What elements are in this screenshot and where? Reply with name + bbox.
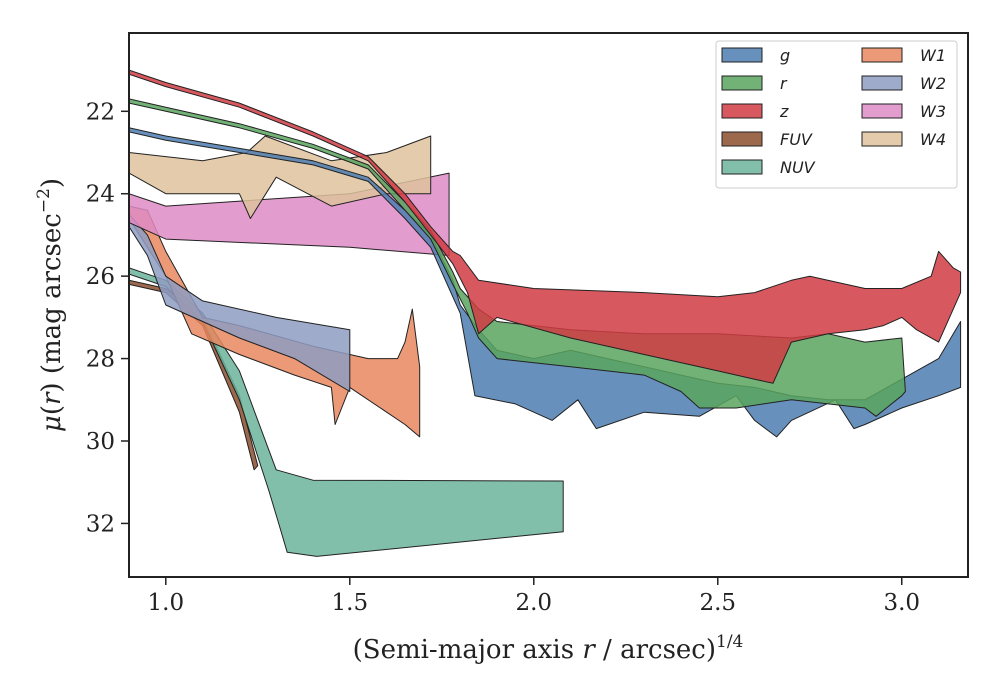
- legend-swatch-w3: [861, 103, 903, 119]
- y-axis-label: μ(r) (mag arcsec−2): [34, 178, 67, 432]
- x-tick-label: 2.5: [699, 590, 736, 616]
- y-tick-label: 26: [86, 264, 115, 290]
- legend-label-z: z: [779, 102, 789, 121]
- legend-label-w2: W2: [920, 74, 946, 93]
- legend-label-w3: W3: [920, 102, 946, 121]
- legend-label-r: r: [780, 74, 788, 93]
- legend-label-fuv: FUV: [780, 130, 813, 149]
- series-band-w2: [129, 213, 351, 392]
- legend-label-w1: W1: [920, 46, 946, 65]
- legend-swatch-fuv: [721, 131, 763, 147]
- x-tick-label: 1.5: [332, 590, 369, 616]
- y-tick-label: 24: [86, 182, 115, 208]
- legend-swatch-w4: [861, 131, 903, 147]
- x-tick-label: 2.0: [515, 590, 552, 616]
- legend-swatch-w1: [861, 47, 903, 63]
- legend-swatch-g: [721, 47, 763, 63]
- legend-label-nuv: NUV: [780, 158, 816, 177]
- series-band-w4: [129, 135, 432, 219]
- x-tick-label: 1.0: [148, 590, 185, 616]
- legend-label-g: g: [780, 46, 790, 65]
- legend-swatch-w2: [861, 75, 903, 91]
- plot-frame: [128, 32, 969, 578]
- legend: grz FUV NUV W1 W2 W3 W4: [715, 40, 958, 189]
- x-axis-label: (Semi-major axis r / arcsec)1/4: [353, 632, 744, 665]
- x-tick-label: 3.0: [883, 590, 920, 616]
- y-tick-label: 30: [86, 429, 115, 455]
- series-band-z: [129, 69, 962, 384]
- y-axis-ticks: 22 24 26 28 30 32: [86, 99, 129, 537]
- y-tick-label: 32: [86, 511, 115, 537]
- y-tick-label: 28: [86, 347, 115, 373]
- legend-swatch-nuv: [721, 159, 763, 175]
- y-tick-label: 22: [86, 99, 115, 125]
- legend-swatch-z: [721, 103, 763, 119]
- x-axis-ticks: 1.0 1.5 2.0 2.5 3.0: [148, 577, 920, 616]
- legend-swatch-r: [721, 75, 763, 91]
- series-layer: [129, 69, 962, 557]
- legend-label-w4: W4: [920, 130, 946, 149]
